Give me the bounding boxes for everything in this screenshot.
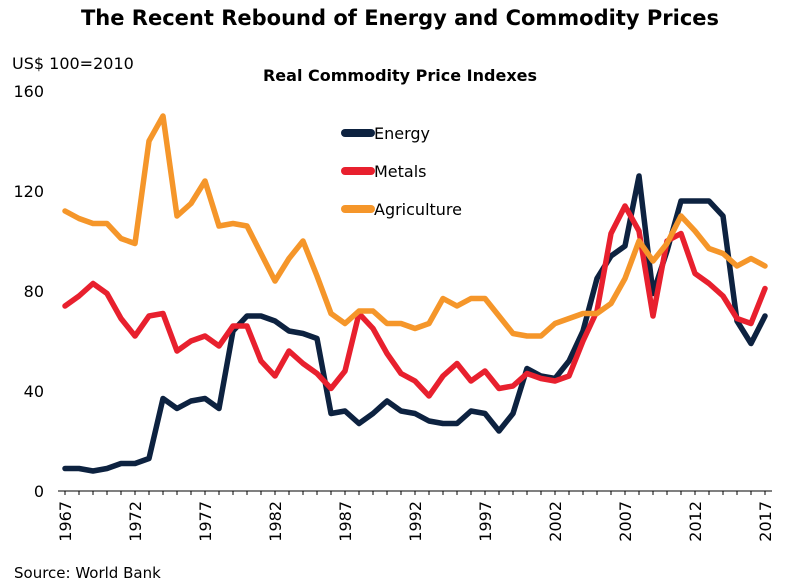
x-tick-label: 2017 <box>756 501 775 542</box>
legend-label-energy: Energy <box>374 124 430 143</box>
x-tick-label: 1987 <box>336 501 355 542</box>
series-lines <box>62 113 768 474</box>
y-tick-label: 40 <box>24 382 44 401</box>
source-note: Source: World Bank <box>14 564 161 582</box>
x-tick-label: 1992 <box>406 501 425 542</box>
chart-title: The Recent Rebound of Energy and Commodi… <box>80 6 720 30</box>
y-axis-unit-label: US$ 100=2010 <box>12 54 134 73</box>
x-tick-label: 2007 <box>616 501 635 542</box>
x-tick-label: 2012 <box>686 501 705 542</box>
x-tick-label: 1982 <box>266 501 285 542</box>
chart-legend: Energy Metals Agriculture <box>341 124 462 219</box>
series-line-metals <box>62 203 768 399</box>
legend-label-metals: Metals <box>374 162 427 181</box>
y-tick-label: 80 <box>24 282 44 301</box>
x-tick-label: 1997 <box>476 501 495 542</box>
series-line-energy <box>62 173 768 474</box>
x-tick-label: 1967 <box>56 501 75 542</box>
x-tick-label: 2002 <box>546 501 565 542</box>
y-tick-label: 160 <box>13 82 44 101</box>
x-tick-label: 1977 <box>196 501 215 542</box>
x-tick-label: 1972 <box>126 501 145 542</box>
y-tick-label: 120 <box>13 182 44 201</box>
chart-axes: 0 40 80 120 160 1967 1972 1977 1982 1987 1992 1997 2… <box>13 82 775 542</box>
y-tick-label: 0 <box>34 482 44 501</box>
chart-subtitle: Real Commodity Price Indexes <box>262 66 538 85</box>
series-line-agriculture <box>62 113 768 339</box>
legend-label-agriculture: Agriculture <box>374 200 462 219</box>
